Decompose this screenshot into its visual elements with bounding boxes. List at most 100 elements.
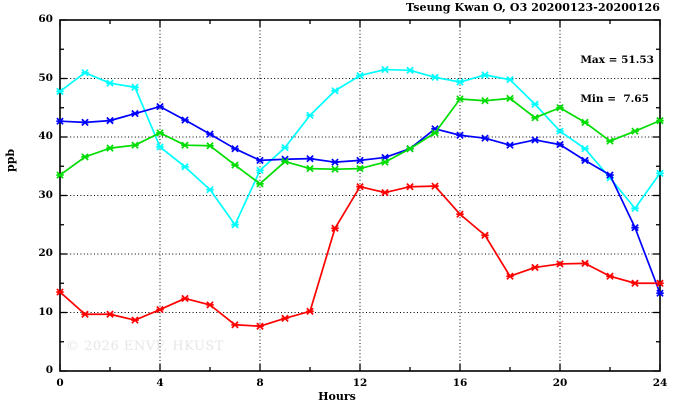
data-point: [281, 143, 289, 152]
x-tick-label: 0: [56, 377, 64, 389]
series-2-group: [56, 102, 664, 297]
data-point: [81, 118, 89, 127]
data-point: [306, 307, 314, 316]
stats-annotation: Max = 51.53 Min = 7.65: [580, 28, 654, 132]
data-point: [581, 156, 589, 165]
data-point: [481, 97, 489, 105]
data-point: [206, 185, 214, 194]
data-point: [181, 163, 189, 171]
min-value-label: Min = 7.65: [580, 93, 649, 105]
series-3-group: [56, 94, 664, 188]
data-point: [531, 100, 539, 108]
data-point: [306, 164, 314, 173]
data-point: [556, 140, 564, 149]
data-point: [106, 116, 114, 125]
data-point: [281, 314, 289, 323]
data-point: [606, 137, 614, 145]
data-point: [631, 127, 639, 135]
data-point: [631, 279, 639, 287]
x-tick-label: 4: [156, 377, 164, 389]
data-point: [131, 109, 139, 118]
data-point: [531, 113, 539, 122]
data-point: [231, 321, 239, 329]
data-point: [631, 223, 639, 232]
data-point: [331, 87, 339, 95]
data-point: [56, 87, 64, 96]
data-point: [306, 154, 314, 163]
data-point: [606, 171, 614, 179]
data-point: [56, 288, 64, 296]
y-tick-label: 20: [38, 247, 53, 259]
data-point: [506, 141, 514, 149]
data-point: [131, 141, 139, 149]
data-point: [156, 102, 164, 111]
x-tick-label: 24: [652, 377, 668, 389]
data-point: [256, 156, 264, 165]
data-point: [181, 116, 189, 124]
y-tick-label: 50: [38, 71, 53, 84]
data-point: [156, 129, 164, 137]
data-point: [231, 161, 239, 169]
data-point: [656, 169, 664, 177]
data-point: [406, 183, 414, 191]
series-1-group: [56, 65, 664, 229]
data-point: [431, 182, 439, 190]
data-point: [256, 180, 264, 188]
data-point: [656, 116, 664, 125]
x-tick-label: 8: [256, 377, 264, 389]
data-point: [56, 171, 64, 179]
data-point: [581, 144, 589, 153]
data-point: [81, 153, 89, 161]
data-point: [431, 129, 439, 137]
data-point: [106, 144, 114, 152]
data-point: [106, 310, 114, 318]
data-point: [406, 144, 414, 153]
y-tick-label: 60: [38, 13, 53, 25]
data-point: [381, 188, 389, 197]
data-point: [131, 83, 139, 91]
data-point: [456, 131, 464, 139]
y-tick-label: 10: [38, 305, 53, 318]
data-point: [181, 141, 189, 149]
data-point: [231, 144, 239, 153]
data-point: [206, 301, 214, 309]
data-point: [506, 272, 514, 280]
data-point: [531, 263, 539, 272]
data-point: [356, 71, 364, 80]
data-point: [256, 166, 264, 175]
data-point: [481, 231, 489, 239]
series-4-group: [56, 182, 664, 330]
x-tick-label: 12: [352, 377, 368, 389]
y-axis-title: ppb: [4, 148, 17, 172]
data-point: [156, 305, 164, 314]
data-point: [456, 210, 464, 218]
x-axis-title: Hours: [318, 390, 356, 403]
data-point: [406, 66, 414, 75]
data-point: [206, 142, 214, 150]
data-point: [556, 260, 564, 268]
data-point: [281, 157, 289, 166]
series-3-line: [59, 97, 661, 185]
data-point: [656, 289, 664, 297]
data-point: [306, 111, 314, 120]
data-point: [381, 158, 389, 166]
data-point: [531, 136, 539, 144]
data-point: [331, 224, 339, 232]
data-point: [356, 156, 364, 165]
data-point: [481, 71, 489, 79]
data-point: [106, 79, 114, 87]
y-tick-label: 40: [38, 130, 53, 142]
data-point: [356, 183, 364, 191]
plot-frame: [59, 19, 661, 372]
data-point: [81, 68, 89, 77]
data-point: [456, 95, 464, 103]
data-point: [331, 158, 339, 166]
x-tick-label: 20: [552, 377, 568, 389]
data-point: [56, 117, 64, 125]
data-point: [431, 73, 439, 82]
y-tick-label: 0: [45, 364, 53, 376]
data-point: [506, 94, 514, 103]
data-point: [131, 316, 139, 324]
x-tick-label: 16: [452, 377, 468, 389]
